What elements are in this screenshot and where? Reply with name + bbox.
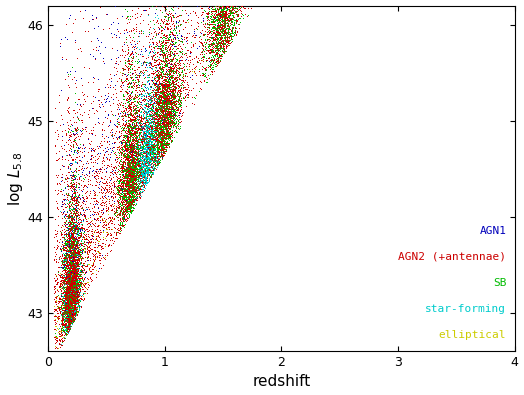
Text: star-forming: star-forming: [425, 304, 506, 314]
Text: elliptical: elliptical: [439, 330, 506, 340]
Text: AGN1: AGN1: [479, 226, 506, 236]
Y-axis label: log $L_{5.8}$: log $L_{5.8}$: [6, 151, 25, 205]
X-axis label: redshift: redshift: [252, 374, 310, 389]
Text: AGN2 (+antennae): AGN2 (+antennae): [398, 252, 506, 262]
Text: SB: SB: [493, 278, 506, 288]
